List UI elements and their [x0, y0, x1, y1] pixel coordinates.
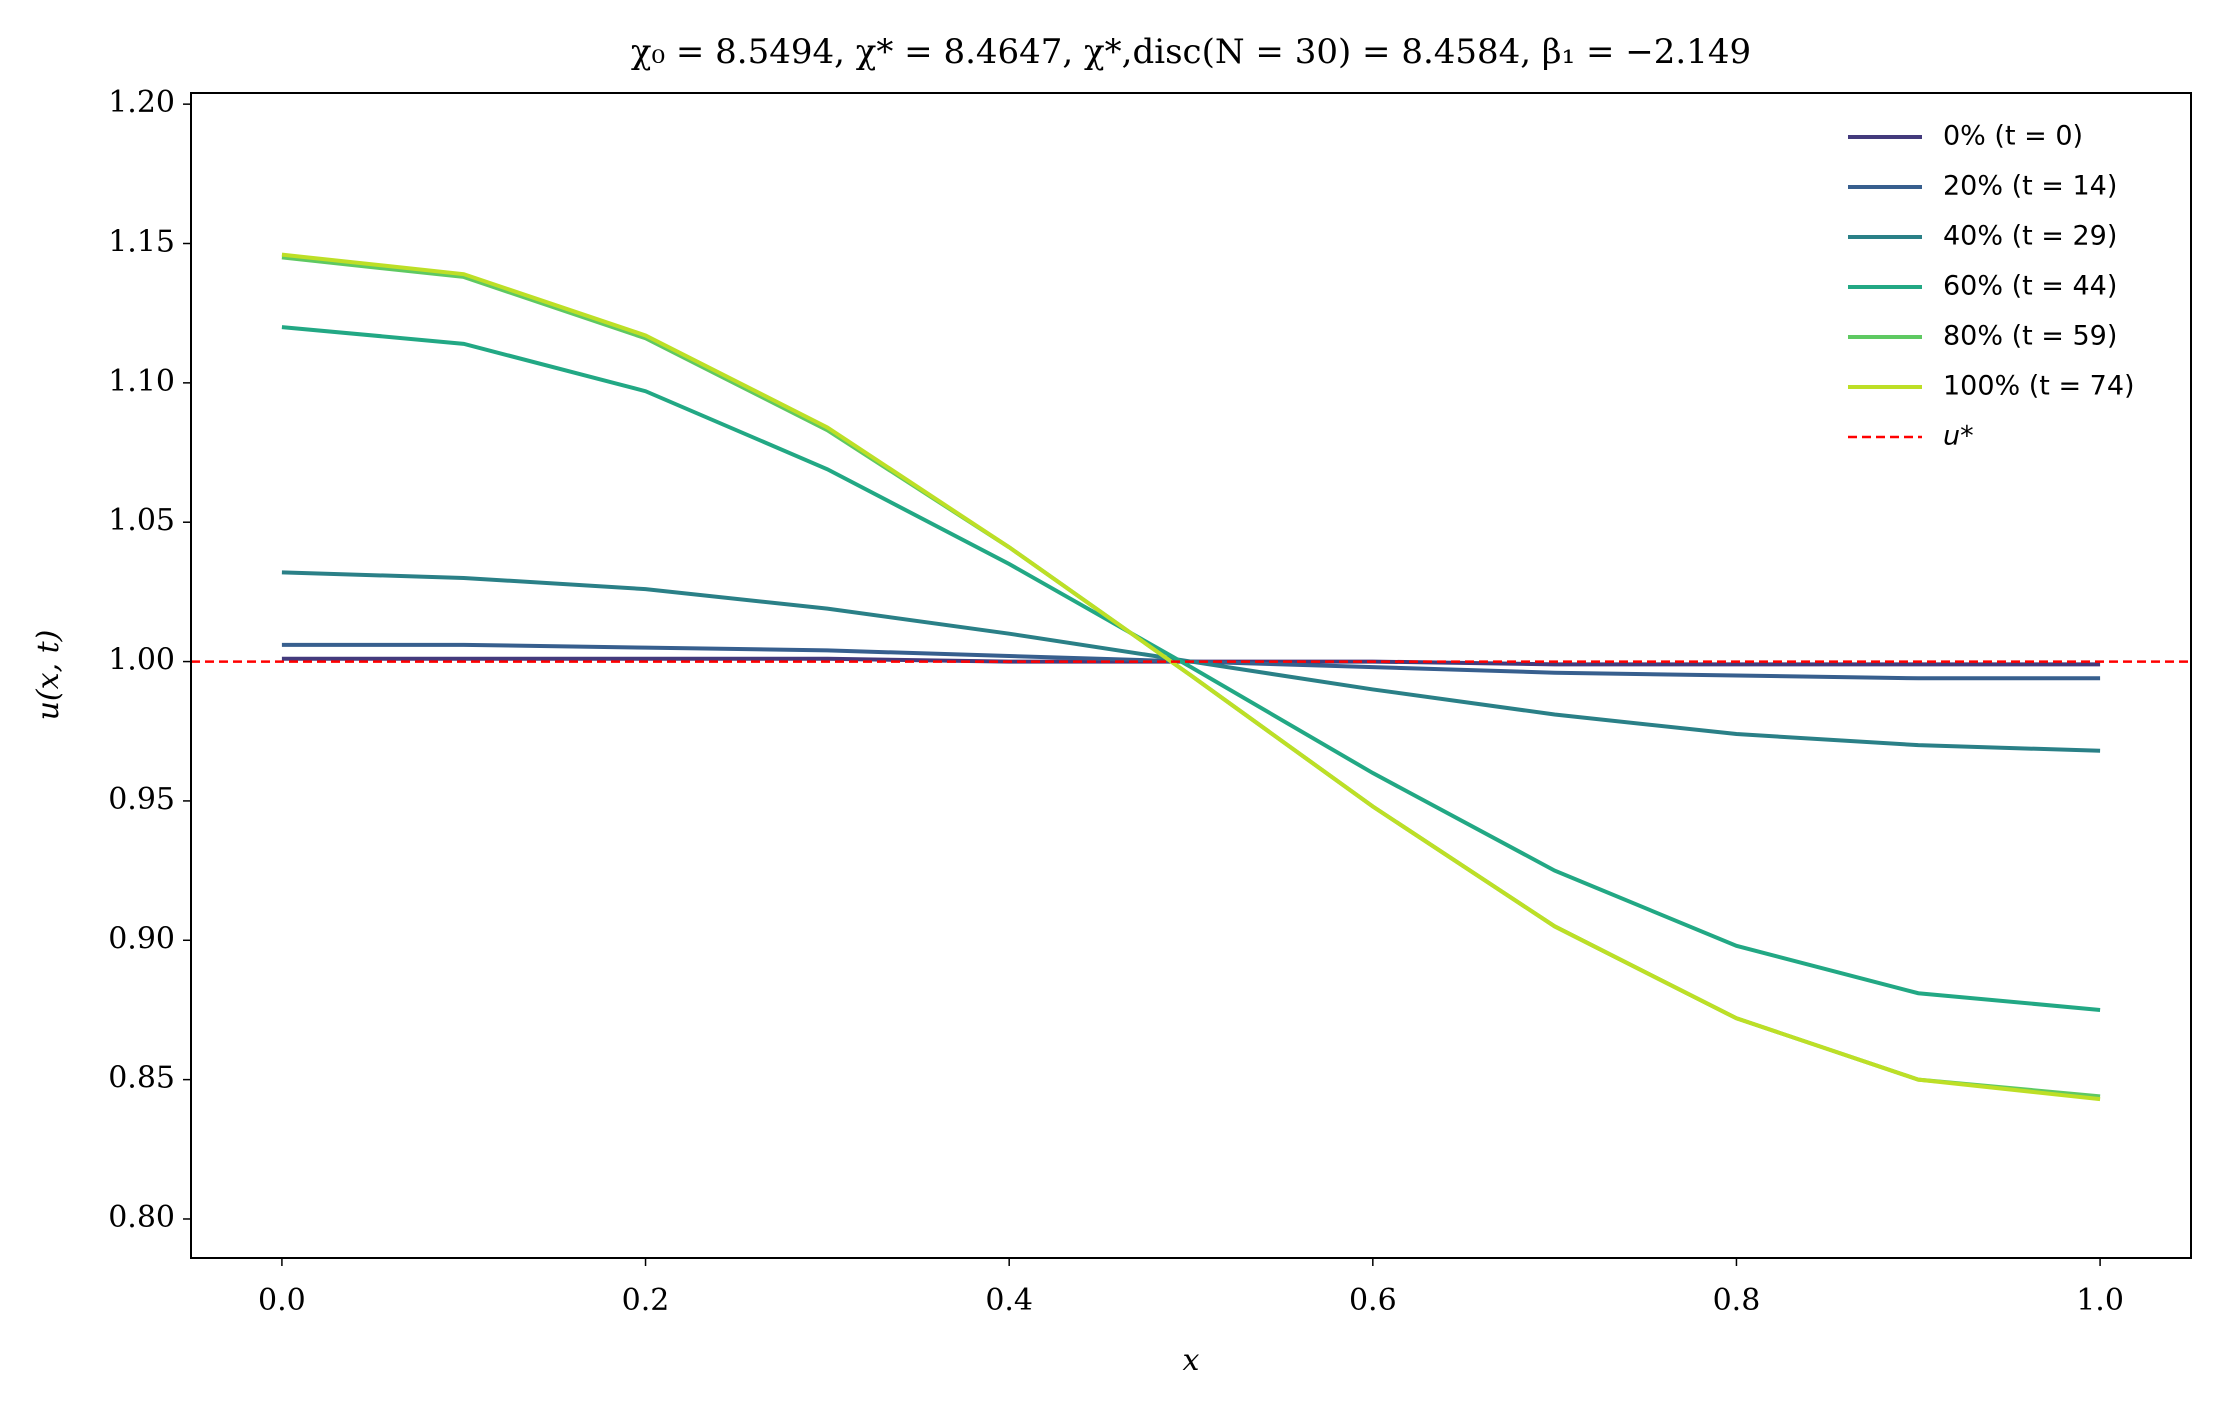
y-tick-label: 1.15 [108, 225, 175, 260]
plot-frame [190, 92, 2192, 1259]
y-tick-label: 0.85 [108, 1061, 175, 1096]
legend-label: 20% (t = 14) [1943, 171, 2117, 202]
chart-title: χ₀ = 8.5494, χ* = 8.4647, χ*,disc(N = 30… [631, 32, 1751, 72]
x-tick-label: 0.6 [1349, 1283, 1397, 1318]
y-tick-label: 0.95 [108, 782, 175, 817]
x-tick-label: 0.0 [258, 1283, 306, 1318]
x-tick-label: 0.4 [985, 1283, 1033, 1318]
legend-label: 0% (t = 0) [1943, 121, 2083, 152]
y-tick-label: 1.20 [108, 85, 175, 120]
y-tick-label: 1.10 [108, 364, 175, 399]
legend-label: 60% (t = 44) [1943, 271, 2117, 302]
y-tick-label: 0.80 [108, 1200, 175, 1235]
x-tick-label: 0.2 [622, 1283, 670, 1318]
y-tick-label: 1.05 [108, 503, 175, 538]
legend-label: 100% (t = 74) [1943, 371, 2135, 402]
x-tick-label: 1.0 [2076, 1283, 2124, 1318]
legend-label: u* [1943, 421, 1974, 452]
legend-label: 40% (t = 29) [1943, 221, 2117, 252]
y-tick-label: 0.90 [108, 921, 175, 956]
x-tick-label: 0.8 [1713, 1283, 1761, 1318]
series-line [281, 252, 2101, 1102]
series-line [281, 325, 2101, 1012]
legend-label: 80% (t = 59) [1943, 321, 2117, 352]
y-tick-label: 1.00 [108, 643, 175, 678]
y-axis-label: u(x, t) [31, 630, 66, 721]
x-axis-label: x [1183, 1343, 1200, 1378]
